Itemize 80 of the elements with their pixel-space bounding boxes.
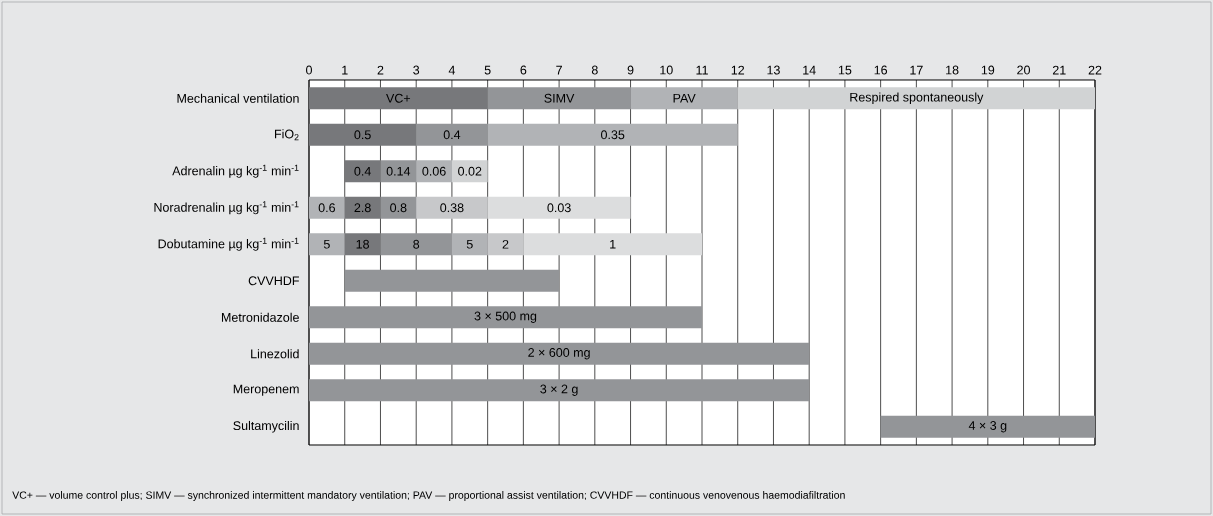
bar (487, 87, 631, 110)
x-tick-label: 12 (731, 65, 745, 75)
x-tick-label: 4 (448, 65, 456, 75)
annotation: PAV (673, 93, 696, 103)
annotation: 0.06 (422, 166, 446, 176)
bar (344, 196, 381, 219)
annotation: 5 (323, 239, 330, 249)
bar (309, 379, 810, 402)
annotation: 0.35 (601, 130, 625, 140)
annotation: 0.4 (354, 166, 371, 176)
annotation: VC+ (386, 93, 411, 103)
x-tick-label: 22 (1088, 65, 1102, 75)
x-tick-label: 21 (1052, 65, 1066, 75)
bar (451, 160, 488, 183)
bar (344, 269, 560, 292)
x-tick-label: 9 (627, 65, 634, 75)
x-tick-label: 8 (591, 65, 598, 75)
x-tick-label: 19 (981, 65, 995, 75)
bar (309, 87, 488, 110)
x-tick-label: 17 (910, 65, 923, 75)
annotation: 0.38 (440, 203, 464, 213)
bar (344, 160, 381, 183)
x-tick-label: 1 (342, 65, 348, 75)
bar (416, 160, 452, 183)
bar (380, 160, 417, 183)
y-tick-label: Sultamycilin (233, 420, 299, 433)
y-tick-label: CVVHDF (248, 276, 299, 286)
annotation: 1 (610, 239, 616, 249)
annotation: 8 (413, 239, 420, 249)
bar (344, 233, 381, 256)
annotation: 0.14 (386, 166, 411, 176)
bar (630, 87, 738, 110)
y-tick-label: Noradrenalin µg kg$^{-1}$ min$^{-1}$ (154, 201, 299, 215)
x-tick-label: 20 (1017, 65, 1030, 75)
annotation: 0.03 (547, 203, 571, 213)
bar (309, 306, 702, 329)
x-tick-label: 18 (946, 65, 959, 75)
y-tick-label: Mechanical ventilation (177, 93, 299, 103)
y-tick-label: Adrenalin µg kg$^{-1}$ min$^{-1}$ (172, 164, 299, 178)
y-tick-label: Dobutamine µg kg$^{-1}$ min$^{-1}$ (158, 237, 299, 251)
annotation: 2 × 600 mg (528, 348, 590, 360)
annotation: 0.6 (318, 203, 336, 213)
x-tick-label: 13 (767, 65, 780, 75)
x-tick-label: 16 (874, 65, 888, 75)
bar (309, 342, 810, 365)
bar (523, 233, 702, 256)
text: VC+ — volume control plus; SIMV — synchronized intermittent mandatory ventilation; PAV — proportional assist ventilation; CVVHDF — continuous venovenous haemodiafiltration (12, 491, 845, 501)
annotation: 0.8 (390, 203, 407, 213)
bar (737, 87, 1095, 110)
annotation: 3 × 500 mg (474, 311, 537, 323)
annotation: 0.4 (443, 130, 461, 140)
y-tick-label: Linezolid (251, 349, 299, 359)
x-tick-label: 5 (484, 65, 491, 75)
annotation: 2 (502, 239, 509, 249)
y-tick-label: FiO$_{2}$ (274, 129, 299, 141)
bar (416, 123, 488, 146)
bar (309, 123, 417, 146)
bar (487, 123, 738, 146)
x-tick-label: 15 (838, 65, 852, 75)
bar (487, 233, 524, 256)
annotation: Respired spontaneously (850, 92, 984, 105)
y-tick-label: Metronidazole (221, 312, 299, 322)
annotation: 5 (466, 239, 473, 249)
x-tick-label: 7 (556, 65, 562, 75)
annotation: 4 × 3 g (968, 421, 1007, 433)
annotation: 3 × 2 g (540, 384, 578, 396)
annotation: 2.8 (354, 203, 371, 213)
x-tick-label: 11 (696, 65, 708, 75)
x-tick-label: 0 (306, 65, 312, 75)
x-tick-label: 14 (803, 65, 816, 75)
annotation: 0.02 (458, 166, 482, 176)
y-tick-label: Meropenem (233, 384, 299, 396)
x-tick-label: 3 (413, 65, 420, 75)
annotation: 18 (356, 239, 370, 249)
x-tick-label: 6 (520, 65, 527, 75)
annotation: 0.5 (354, 130, 371, 140)
annotation: SIMV (544, 93, 575, 103)
bar (880, 415, 1095, 438)
x-tick-label: 2 (377, 65, 384, 75)
x-tick-label: 10 (660, 65, 673, 75)
